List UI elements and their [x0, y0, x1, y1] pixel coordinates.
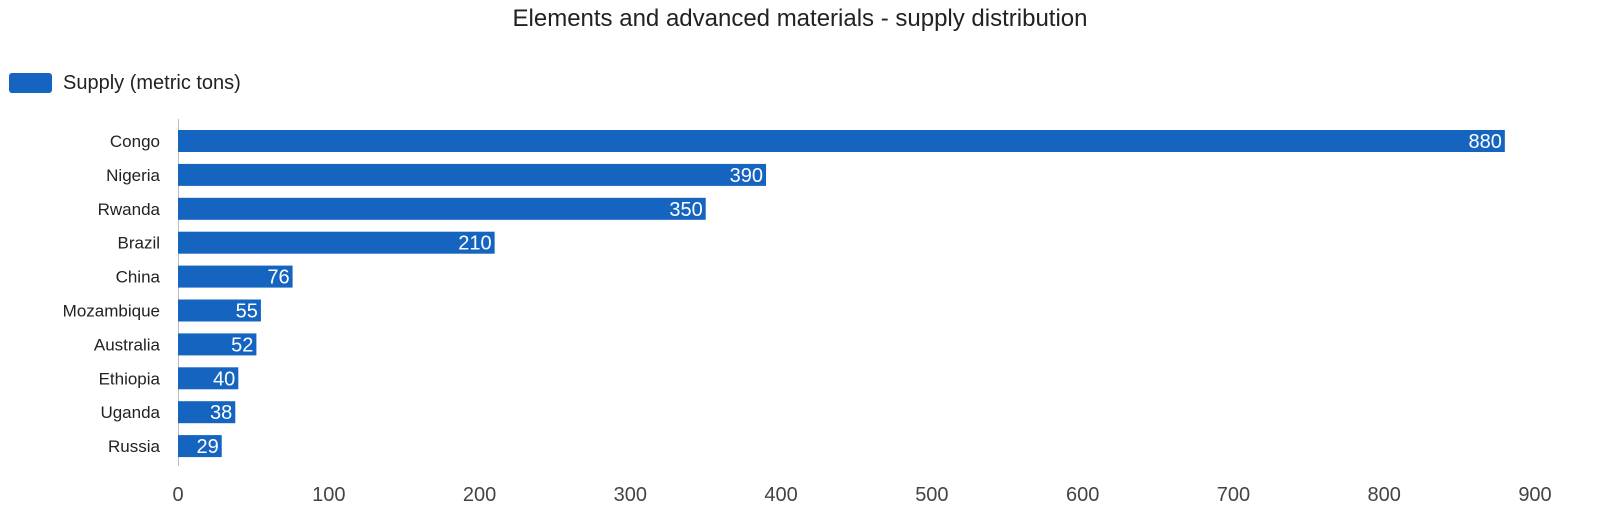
category-label-uganda: Uganda [100, 403, 160, 422]
bar-china [178, 265, 293, 288]
category-label-russia: Russia [108, 437, 161, 456]
legend-label: Supply (metric tons) [63, 72, 241, 94]
legend: Supply (metric tons) [9, 72, 241, 94]
x-tick-label-300: 300 [614, 484, 647, 506]
x-tick-label-900: 900 [1518, 484, 1551, 506]
bar-australia [178, 333, 257, 356]
bar-congo [178, 130, 1505, 152]
value-label-australia: 52 [231, 334, 253, 356]
category-label-nigeria: Nigeria [106, 166, 160, 185]
x-tick-label-500: 500 [915, 484, 948, 506]
value-label-russia: 29 [196, 436, 218, 458]
x-tick-label-200: 200 [463, 484, 496, 506]
value-label-ethiopia: 40 [213, 368, 235, 390]
x-tick-label-700: 700 [1217, 484, 1250, 506]
value-label-china: 76 [267, 267, 289, 289]
value-label-uganda: 38 [210, 402, 232, 424]
x-tick-label-0: 0 [172, 484, 183, 506]
bars-group [178, 130, 1505, 458]
category-labels: Congo Nigeria Rwanda Brazil China Mozambique A… [63, 132, 161, 456]
value-labels: 880 390 350 210 76 55 52 40 38 29 [196, 131, 1501, 458]
value-label-nigeria: 390 [730, 165, 763, 187]
value-label-congo: 880 [1468, 131, 1501, 153]
category-label-ethiopia: Ethiopia [99, 369, 161, 388]
x-tick-label-600: 600 [1066, 484, 1099, 506]
category-label-mozambique: Mozambique [63, 302, 160, 321]
bar-rwanda [178, 197, 706, 220]
x-axis-ticks: 0 100 200 300 400 500 600 700 800 900 [172, 484, 1551, 506]
category-label-rwanda: Rwanda [98, 200, 161, 219]
value-label-mozambique: 55 [236, 301, 258, 323]
value-label-brazil: 210 [458, 233, 491, 255]
x-tick-label-100: 100 [312, 484, 345, 506]
bar-brazil [178, 231, 495, 254]
bar-mozambique [178, 299, 261, 322]
category-label-brazil: Brazil [117, 234, 160, 253]
bar-ethiopia [178, 367, 239, 390]
category-label-china: China [116, 268, 161, 287]
legend-swatch [9, 73, 52, 93]
x-tick-label-400: 400 [764, 484, 797, 506]
category-label-congo: Congo [110, 132, 160, 151]
bar-russia [178, 435, 222, 458]
chart-title: Elements and advanced materials - supply… [513, 5, 1088, 32]
bar-nigeria [178, 163, 767, 186]
value-label-rwanda: 350 [669, 199, 702, 221]
x-tick-label-800: 800 [1368, 484, 1401, 506]
bar-uganda [178, 401, 236, 424]
category-label-australia: Australia [94, 335, 161, 354]
